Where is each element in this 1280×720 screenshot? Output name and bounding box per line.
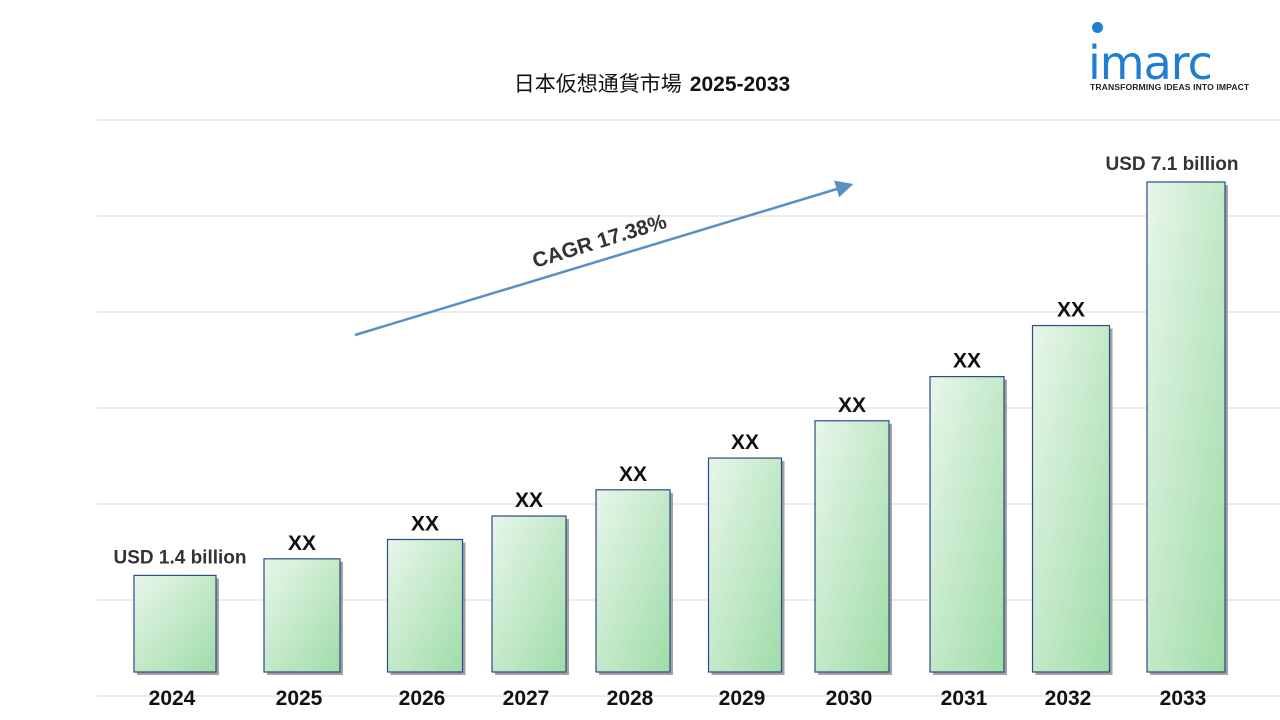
bar-2027 — [491, 515, 567, 673]
value-labels: USD 1.4 billion XX XX XX XX XX XX XX XX USD 7.1 b… — [113, 154, 1238, 568]
logo-dot-icon — [1092, 22, 1103, 33]
value-label-2030: XX — [838, 394, 866, 417]
value-label-2032: XX — [1057, 299, 1085, 322]
value-label-2029: XX — [731, 431, 759, 454]
x-tick-2026: 2026 — [399, 687, 446, 710]
value-label-2033: USD 7.1 billion — [1105, 154, 1238, 175]
bar-2032 — [1031, 324, 1111, 673]
value-label-2026: XX — [411, 512, 439, 535]
bar-2024 — [133, 574, 217, 673]
x-tick-2032: 2032 — [1045, 687, 1092, 710]
value-label-2024: USD 1.4 billion — [113, 547, 246, 568]
bars — [133, 181, 1228, 675]
x-tick-2028: 2028 — [607, 687, 654, 710]
chart-title: 日本仮想通貨市場 2025-2033 — [0, 68, 1280, 98]
x-tick-2029: 2029 — [719, 687, 766, 710]
cagr-label: CAGR 17.38% — [530, 210, 670, 273]
logo-tagline: TRANSFORMING IDEAS INTO IMPACT — [1090, 82, 1250, 92]
bar-2031 — [929, 376, 1005, 673]
imarc-logo: imarc TRANSFORMING IDEAS INTO IMPACT — [1086, 18, 1266, 98]
cagr-arrow — [354, 180, 854, 337]
chart-title-range: 2025-2033 — [689, 73, 791, 96]
x-tick-2030: 2030 — [826, 687, 873, 710]
value-label-2031: XX — [953, 350, 981, 373]
x-tick-2033: 2033 — [1160, 687, 1207, 710]
chart-title-text: 日本仮想通貨市場 — [513, 72, 682, 96]
x-tick-2027: 2027 — [503, 687, 550, 710]
x-tick-2031: 2031 — [941, 687, 988, 710]
value-label-2025: XX — [288, 532, 316, 555]
bar-2025 — [263, 558, 341, 673]
bar-2030 — [814, 420, 890, 673]
bar-2033 — [1146, 181, 1226, 673]
x-tick-2025: 2025 — [276, 687, 323, 710]
logo-wordmark: imarc — [1088, 36, 1213, 90]
value-label-2027: XX — [515, 489, 543, 512]
x-tick-labels: 2024 2025 2026 2027 2028 2029 2030 2031 2032 2033 — [149, 687, 1207, 710]
bar-2026 — [386, 538, 464, 673]
x-tick-2024: 2024 — [149, 687, 196, 710]
bar-2028 — [595, 489, 671, 673]
bar-2029 — [707, 457, 783, 673]
value-label-2028: XX — [619, 463, 647, 486]
